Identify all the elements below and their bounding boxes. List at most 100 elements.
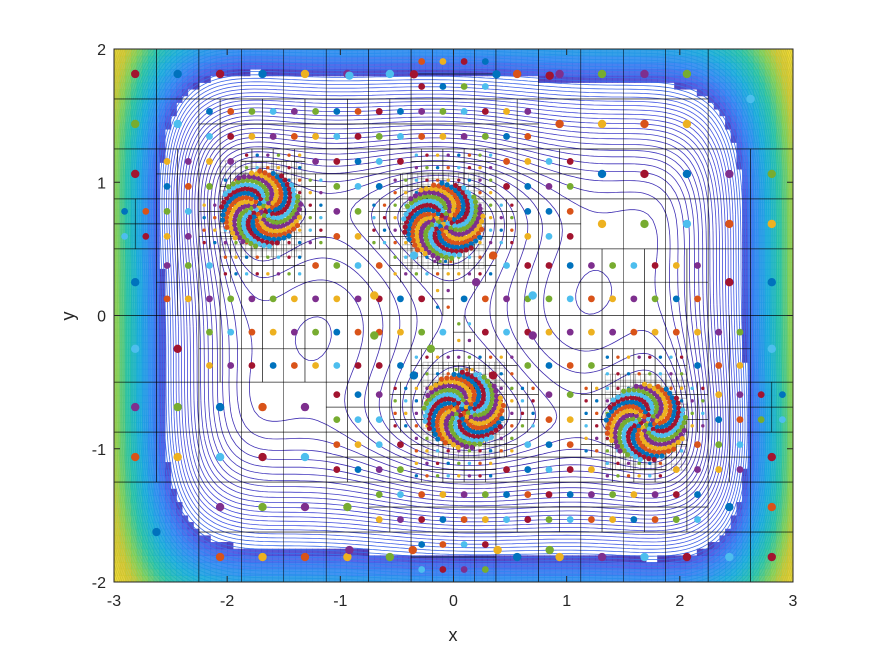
color-cell (170, 515, 177, 523)
sample-point (767, 219, 776, 229)
color-cell (776, 362, 783, 370)
color-cell (645, 49, 653, 57)
color-cell (776, 408, 783, 417)
color-cell (119, 488, 126, 496)
cluster-point (499, 407, 505, 414)
cluster-point (492, 423, 498, 429)
color-cell (114, 215, 121, 223)
color-cell (787, 475, 793, 483)
sample-point (566, 183, 574, 190)
color-cell (181, 568, 189, 576)
sample-point (131, 169, 140, 179)
color-cell (114, 68, 121, 77)
color-cell (266, 55, 274, 63)
color-cell (312, 548, 319, 556)
color-cell (759, 62, 766, 70)
color-cell (114, 175, 121, 183)
color-cell (374, 568, 381, 576)
color-cell (193, 555, 200, 563)
color-cell (544, 575, 551, 582)
sample-point (206, 362, 213, 369)
cluster-point (435, 427, 441, 433)
sample-point (478, 178, 482, 182)
sample-point (414, 474, 419, 478)
color-cell (555, 575, 562, 582)
color-cell (114, 62, 121, 70)
sample-point (372, 240, 376, 245)
color-cell (759, 515, 766, 523)
cluster-point (457, 227, 463, 233)
color-cell (736, 68, 743, 77)
sample-point (308, 203, 312, 207)
color-cell (781, 455, 788, 463)
sample-point (414, 165, 419, 170)
color-cell (572, 49, 579, 57)
cluster-point (455, 384, 461, 391)
sample-point (531, 386, 535, 391)
color-cell (747, 55, 754, 63)
sample-point (584, 386, 588, 391)
sample-point (435, 288, 440, 293)
color-cell (130, 435, 138, 443)
color-cell (776, 308, 783, 317)
color-cell (295, 548, 302, 556)
color-cell (781, 408, 788, 417)
color-cell (747, 262, 754, 270)
sample-point (312, 328, 319, 336)
color-cell (136, 488, 143, 496)
sample-point (375, 183, 383, 190)
sample-point (488, 355, 493, 359)
sample-point (503, 516, 510, 523)
color-cell (781, 75, 788, 83)
cluster-point (444, 225, 450, 231)
color-cell (736, 142, 743, 150)
color-cell (753, 188, 760, 197)
sample-point (503, 158, 510, 165)
color-cell (136, 68, 143, 77)
sample-point (767, 277, 776, 287)
color-cell (153, 275, 160, 283)
sample-point (524, 133, 532, 140)
color-cell (713, 555, 721, 563)
sample-point (566, 262, 574, 269)
color-cell (781, 122, 788, 130)
color-cell (713, 68, 721, 77)
color-cell (170, 508, 177, 516)
color-cell (176, 568, 183, 576)
color-cell (487, 575, 494, 582)
color-cell (691, 562, 698, 570)
cluster-point (423, 413, 429, 419)
cluster-point (476, 380, 482, 386)
color-cell (425, 568, 432, 576)
color-cell (538, 555, 545, 563)
sample-point (435, 372, 440, 376)
sample-point (672, 466, 680, 473)
color-cell (594, 75, 602, 83)
color-cell (221, 555, 228, 563)
color-cell (725, 575, 732, 582)
color-cell (153, 208, 160, 217)
sample-point (206, 262, 213, 269)
color-cell (679, 555, 687, 563)
color-cell (413, 575, 421, 582)
color-cell (136, 135, 143, 143)
color-cell (736, 122, 743, 130)
color-cell (623, 68, 630, 77)
color-cell (130, 302, 138, 310)
sample-point (354, 391, 362, 399)
sample-point (588, 362, 595, 369)
sample-point (457, 338, 461, 343)
sample-point (425, 386, 429, 391)
color-cell (447, 568, 455, 576)
color-cell (255, 555, 262, 563)
color-cell (153, 422, 160, 430)
color-cell (549, 555, 556, 563)
sample-point (393, 190, 397, 195)
color-cell (781, 395, 788, 403)
color-cell (119, 415, 126, 423)
sample-point (510, 399, 514, 403)
color-cell (272, 49, 279, 57)
sample-point (333, 232, 341, 240)
color-cell (159, 155, 166, 163)
color-cell (312, 555, 319, 563)
